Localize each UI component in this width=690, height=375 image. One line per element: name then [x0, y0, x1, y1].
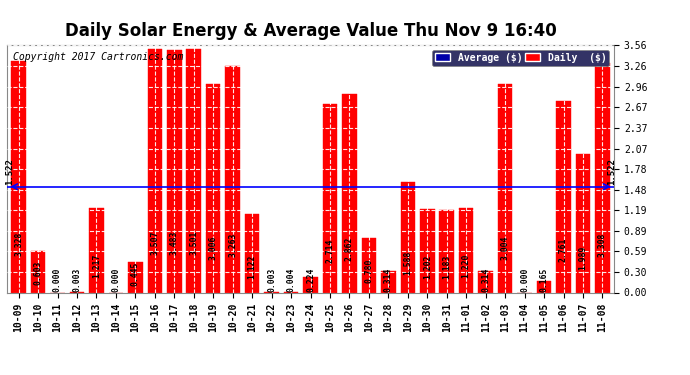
- Text: 3.308: 3.308: [598, 232, 607, 256]
- Bar: [303, 277, 318, 292]
- Bar: [206, 84, 221, 292]
- Legend: Average ($), Daily  ($): Average ($), Daily ($): [433, 50, 609, 66]
- Text: 1.122: 1.122: [248, 255, 257, 279]
- Text: 0.000: 0.000: [111, 268, 120, 292]
- Bar: [245, 214, 259, 292]
- Bar: [497, 84, 513, 292]
- Text: 0.003: 0.003: [267, 268, 276, 292]
- Text: 0.000: 0.000: [520, 268, 529, 292]
- Bar: [128, 262, 143, 292]
- Bar: [226, 66, 240, 292]
- Text: 0.000: 0.000: [53, 268, 62, 292]
- Text: 3.507: 3.507: [150, 230, 159, 255]
- Text: 2.714: 2.714: [326, 238, 335, 263]
- Text: 1.522: 1.522: [607, 158, 615, 184]
- Bar: [381, 271, 395, 292]
- Text: 1.989: 1.989: [578, 246, 587, 270]
- Bar: [342, 93, 357, 292]
- Bar: [537, 281, 551, 292]
- Text: 1.220: 1.220: [462, 254, 471, 278]
- Text: 3.328: 3.328: [14, 232, 23, 256]
- Bar: [556, 100, 571, 292]
- Bar: [595, 63, 610, 292]
- Text: 0.003: 0.003: [72, 268, 81, 292]
- Text: Copyright 2017 Cartronics.com: Copyright 2017 Cartronics.com: [13, 53, 184, 62]
- Text: 1.183: 1.183: [442, 254, 451, 279]
- Bar: [186, 49, 201, 292]
- Text: 3.263: 3.263: [228, 233, 237, 257]
- Bar: [420, 209, 435, 292]
- Text: 1.217: 1.217: [92, 254, 101, 278]
- Text: 1.588: 1.588: [404, 250, 413, 274]
- Bar: [11, 61, 26, 292]
- Text: 2.862: 2.862: [345, 237, 354, 261]
- Bar: [362, 238, 376, 292]
- Bar: [400, 182, 415, 292]
- Text: 0.165: 0.165: [540, 268, 549, 292]
- Text: 0.603: 0.603: [34, 261, 43, 285]
- Bar: [440, 210, 454, 292]
- Text: 0.224: 0.224: [306, 268, 315, 292]
- Bar: [148, 49, 162, 292]
- Text: 3.004: 3.004: [501, 236, 510, 260]
- Text: Daily Solar Energy & Average Value Thu Nov 9 16:40: Daily Solar Energy & Average Value Thu N…: [65, 22, 556, 40]
- Text: 3.501: 3.501: [189, 230, 198, 255]
- Text: 1.522: 1.522: [6, 158, 14, 184]
- Bar: [167, 50, 181, 292]
- Text: 0.314: 0.314: [384, 268, 393, 292]
- Text: 0.445: 0.445: [131, 262, 140, 286]
- Text: 0.004: 0.004: [286, 268, 295, 292]
- Bar: [89, 208, 104, 292]
- Text: 3.483: 3.483: [170, 230, 179, 255]
- Text: 2.761: 2.761: [559, 238, 568, 262]
- Bar: [31, 251, 46, 292]
- Text: 0.780: 0.780: [364, 259, 373, 283]
- Text: 3.006: 3.006: [208, 236, 217, 260]
- Bar: [478, 271, 493, 292]
- Text: 1.202: 1.202: [423, 254, 432, 279]
- Bar: [575, 154, 590, 292]
- Bar: [459, 208, 473, 292]
- Bar: [323, 104, 337, 292]
- Text: 0.314: 0.314: [481, 268, 490, 292]
